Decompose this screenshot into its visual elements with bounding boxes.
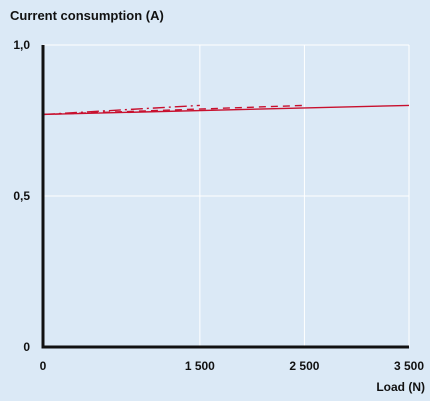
x-tick-label: 2 500 bbox=[289, 359, 319, 373]
tick-labels: 0 1 500 2 500 3 500 0 0,5 1,0 bbox=[13, 38, 424, 373]
x-tick-label: 0 bbox=[40, 359, 47, 373]
x-tick-label: 1 500 bbox=[185, 359, 215, 373]
y-tick-label: 0,5 bbox=[13, 189, 30, 203]
series-layer bbox=[42, 104, 410, 116]
y-tick-label: 0 bbox=[23, 340, 30, 354]
axes bbox=[41, 45, 409, 349]
grid bbox=[43, 44, 410, 347]
x-axis-label: Load (N) bbox=[376, 380, 425, 394]
y-tick-label: 1,0 bbox=[13, 38, 30, 52]
x-tick-label: 3 500 bbox=[394, 359, 424, 373]
series-line-dashed bbox=[42, 104, 305, 116]
chart-title: Current consumption (A) bbox=[10, 8, 164, 23]
series-line-dashdot bbox=[42, 104, 200, 116]
